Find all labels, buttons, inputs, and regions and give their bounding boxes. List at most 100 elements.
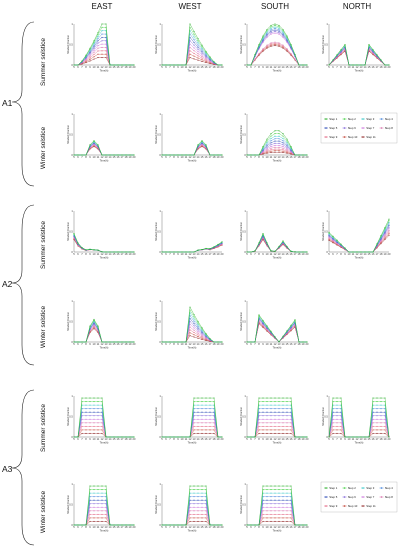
data-point — [197, 432, 199, 435]
data-point — [97, 35, 99, 38]
legend-marker — [362, 127, 364, 129]
data-point — [125, 436, 127, 438]
data-point — [101, 485, 103, 487]
x-tick-label: 17 — [121, 342, 124, 346]
x-tick-label: 20 — [306, 437, 309, 441]
data-point — [282, 432, 284, 435]
data-point — [193, 320, 195, 322]
x-tick-label: 16 — [205, 437, 208, 441]
x-tick-label: 12 — [356, 65, 359, 69]
data-point — [270, 152, 272, 154]
series-line-step-1 — [74, 397, 134, 438]
data-point — [205, 506, 207, 508]
data-point — [332, 429, 334, 431]
x-tick-label: 18 — [125, 252, 128, 256]
panel-a1-winter-west: 00.515 6 7 8 9 10 11 12 13 14 15 16 17 18 19 20Time(h)S… — [154, 112, 224, 162]
data-point — [270, 133, 272, 135]
x-axis-label: Time(h) — [100, 345, 109, 349]
data-point — [213, 397, 215, 399]
data-point — [274, 23, 276, 25]
data-point — [101, 33, 103, 35]
x-tick-label: 6 — [250, 525, 252, 529]
data-point — [262, 319, 264, 321]
data-point — [165, 436, 167, 438]
data-point — [181, 436, 183, 438]
x-tick-label: 11 — [185, 525, 188, 529]
y-tick-label: 0.5 — [157, 502, 161, 506]
y-tick-label: 0.5 — [69, 229, 73, 233]
row-label-a1-winter: Winter solstice — [40, 126, 47, 169]
column-titles: EAST WEST SOUTH NORTH — [92, 2, 372, 11]
x-tick-label: 10 — [266, 342, 269, 346]
data-point — [336, 411, 338, 413]
x-tick-label: 6 — [77, 342, 79, 346]
data-point — [97, 429, 99, 431]
x-tick-label: 5 — [246, 525, 248, 529]
data-point — [73, 524, 75, 526]
x-tick-label: 11 — [270, 342, 273, 346]
data-point — [77, 64, 79, 66]
x-tick-label: 18 — [298, 437, 301, 441]
data-point — [286, 145, 288, 147]
series-line-step-1 — [247, 233, 307, 253]
data-point — [201, 489, 203, 491]
y-axis-label: Shaded Fraction — [66, 124, 70, 144]
data-point — [193, 331, 195, 334]
data-point — [189, 499, 191, 501]
x-tick-label: 19 — [217, 155, 220, 159]
x-tick-label: 5 — [246, 252, 248, 256]
data-point — [282, 44, 284, 46]
x-tick-label: 19 — [217, 65, 220, 69]
data-point — [93, 48, 95, 50]
series-line-step-6 — [162, 143, 222, 156]
y-tick-label: 1 — [244, 394, 246, 398]
data-point — [209, 248, 211, 250]
data-point — [360, 251, 362, 253]
series-line-step-7 — [328, 419, 390, 438]
data-point — [384, 231, 386, 233]
data-point — [266, 503, 268, 505]
data-point — [282, 150, 284, 152]
data-point — [266, 150, 268, 152]
data-point — [270, 24, 272, 26]
series-line-step-1 — [162, 397, 222, 438]
data-point — [197, 37, 199, 40]
x-tick-label: 10 — [266, 437, 269, 441]
data-point — [205, 499, 207, 501]
y-tick-label: 0 — [244, 435, 246, 439]
x-tick-label: 14 — [109, 525, 112, 529]
x-tick-label: 16 — [117, 155, 120, 159]
data-point — [278, 30, 280, 32]
data-point — [388, 225, 390, 227]
y-tick-label: 1 — [159, 22, 161, 26]
data-point — [193, 325, 195, 327]
data-point — [197, 324, 199, 326]
data-point — [286, 517, 288, 519]
x-tick-label: 11 — [185, 437, 188, 441]
data-point — [201, 60, 203, 62]
x-tick-label: 20 — [221, 437, 224, 441]
series-line-step-5 — [162, 500, 222, 526]
data-point — [197, 249, 199, 251]
data-point — [209, 432, 211, 435]
x-tick-label: 11 — [97, 342, 100, 346]
group-label-a1: A1 — [2, 98, 13, 108]
data-point — [290, 506, 292, 508]
data-point — [294, 319, 296, 321]
data-point — [384, 230, 386, 232]
series-line-step-5 — [74, 37, 134, 66]
data-point — [368, 43, 370, 46]
data-point — [258, 425, 260, 427]
data-point — [250, 436, 252, 438]
series-line-step-8 — [247, 41, 307, 66]
data-point — [133, 154, 135, 156]
data-point — [340, 422, 342, 424]
data-point — [376, 408, 378, 410]
data-point — [201, 140, 203, 142]
data-point — [85, 61, 87, 63]
series-line-step-7 — [247, 145, 307, 156]
data-point — [197, 59, 199, 61]
data-point — [221, 524, 223, 526]
